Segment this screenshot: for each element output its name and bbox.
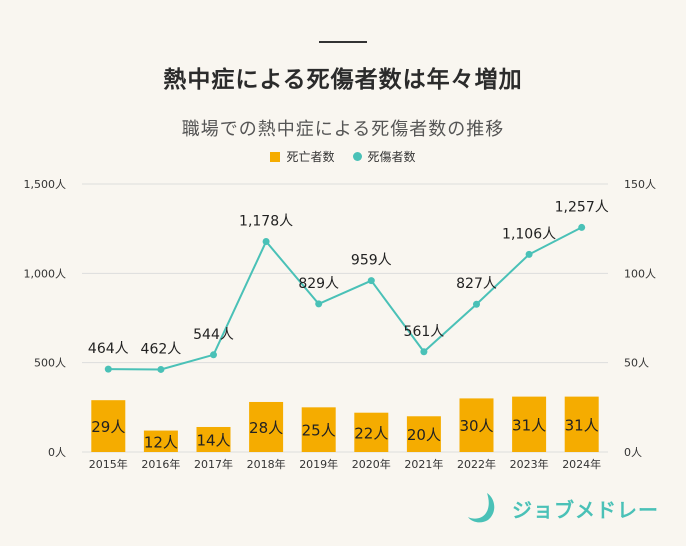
line-value-label: 544人 (193, 327, 234, 343)
casualty-point (367, 277, 375, 285)
death-bar (459, 398, 494, 452)
bar-value-label: 28人 (249, 419, 283, 437)
legend-item-casualties: 死傷者数 (352, 148, 416, 165)
death-bar (406, 416, 441, 452)
casualty-point (104, 365, 112, 373)
death-bar (249, 401, 284, 452)
y-left-tick-label: 1,500人 (24, 178, 67, 191)
chart-subtitle: 職場での熱中症による死傷者数の推移 (181, 119, 505, 140)
bar-value-label: 29人 (91, 418, 125, 436)
casualty-point (262, 238, 270, 246)
y-right-tick-label: 150人 (624, 178, 656, 191)
death-bar (91, 400, 126, 452)
bar-value-label: 22人 (354, 424, 388, 442)
bar-value-label: 25人 (302, 422, 336, 440)
casualty-point (315, 300, 323, 308)
casualty-point (525, 250, 533, 258)
x-tick-label: 2024年 (562, 457, 601, 471)
y-left-tick-label: 500人 (34, 357, 66, 370)
chart-legend: 死亡者数 死傷者数 (0, 148, 686, 165)
line-value-label: 959人 (351, 253, 392, 269)
x-tick-label: 2018年 (247, 457, 286, 471)
x-tick-label: 2017年 (194, 457, 233, 471)
bar-value-label: 31人 (512, 416, 546, 434)
x-tick-label: 2023年 (510, 457, 549, 471)
line-value-label: 827人 (456, 276, 497, 292)
y-left-tick-label: 0人 (48, 446, 66, 459)
legend-swatch-bar (270, 151, 281, 162)
line-value-label: 561人 (404, 324, 445, 340)
legend-label-deaths: 死亡者数 (286, 150, 335, 164)
casualty-point (473, 300, 480, 308)
x-tick-label: 2015年 (89, 457, 128, 471)
casualty-point (420, 348, 428, 356)
y-right-tick-label: 0人 (624, 446, 642, 459)
bar-value-label: 31人 (565, 416, 599, 434)
line-value-label: 1,178人 (239, 214, 293, 230)
line-value-label: 464人 (88, 341, 129, 357)
casualty-point (157, 365, 165, 373)
chart-headline: 熱中症による死傷者数は年々増加 (163, 67, 523, 93)
x-tick-label: 2020年 (352, 457, 391, 471)
legend-label-casualties: 死傷者数 (367, 150, 416, 164)
casualty-point (578, 223, 586, 231)
legend-swatch-dot (352, 152, 362, 161)
line-value-label: 829人 (298, 276, 339, 292)
bar-value-label: 14人 (196, 431, 230, 449)
jobmedley-logo: ジョブメドレー (466, 490, 659, 526)
line-value-label: 462人 (141, 341, 182, 357)
death-bar (512, 396, 547, 452)
x-tick-label: 2019年 (299, 457, 338, 471)
title-divider (319, 41, 367, 43)
bar-value-label: 30人 (459, 417, 493, 435)
death-bar (301, 407, 336, 452)
death-bar (196, 426, 231, 452)
jobmedley-logo-icon (468, 493, 495, 523)
line-value-label: 1,106人 (502, 226, 556, 242)
y-right-tick-label: 100人 (624, 267, 656, 280)
bar-value-label: 12人 (144, 433, 178, 451)
line-value-label: 1,257人 (555, 199, 609, 215)
death-bar (564, 396, 599, 452)
x-tick-label: 2021年 (404, 457, 443, 471)
death-bar (354, 412, 389, 452)
y-left-tick-label: 1,000人 (24, 267, 67, 280)
bar-value-label: 20人 (407, 426, 441, 444)
x-tick-label: 2022年 (457, 457, 496, 471)
death-bar (143, 430, 178, 452)
y-right-tick-label: 50人 (624, 357, 649, 370)
casualty-line (108, 226, 583, 371)
legend-item-deaths: 死亡者数 (270, 148, 335, 165)
casualty-point (210, 351, 217, 359)
x-tick-label: 2016年 (141, 457, 180, 471)
logo-text: ジョブメドレー (512, 497, 659, 522)
